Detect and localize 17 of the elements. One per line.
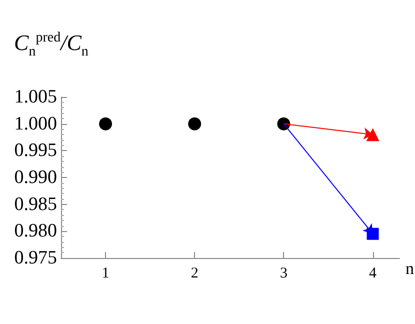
x-tick-label: 3 — [280, 266, 288, 282]
y-tick-label: 0.980 — [14, 220, 57, 242]
point — [188, 117, 202, 130]
y-tick-label: 1.005 — [14, 86, 57, 108]
y-tick-label: 0.995 — [14, 140, 57, 162]
x-tick-label: 2 — [190, 266, 198, 282]
x-tick-label: 4 — [369, 266, 378, 282]
x-tick-label: 1 — [102, 266, 110, 282]
y-tick-label: 0.990 — [14, 167, 57, 188]
y-tick-label: 1.000 — [14, 113, 57, 134]
y-tick-label: 0.985 — [14, 194, 57, 215]
point — [366, 128, 380, 142]
x-axis-title: n — [406, 259, 414, 278]
point — [277, 117, 290, 130]
y-axis-title: C$_{n}$$^{pred}$/C$_{n}$ — [14, 30, 88, 60]
y-tick-label: 0.975 — [14, 248, 57, 268]
point — [99, 117, 112, 130]
